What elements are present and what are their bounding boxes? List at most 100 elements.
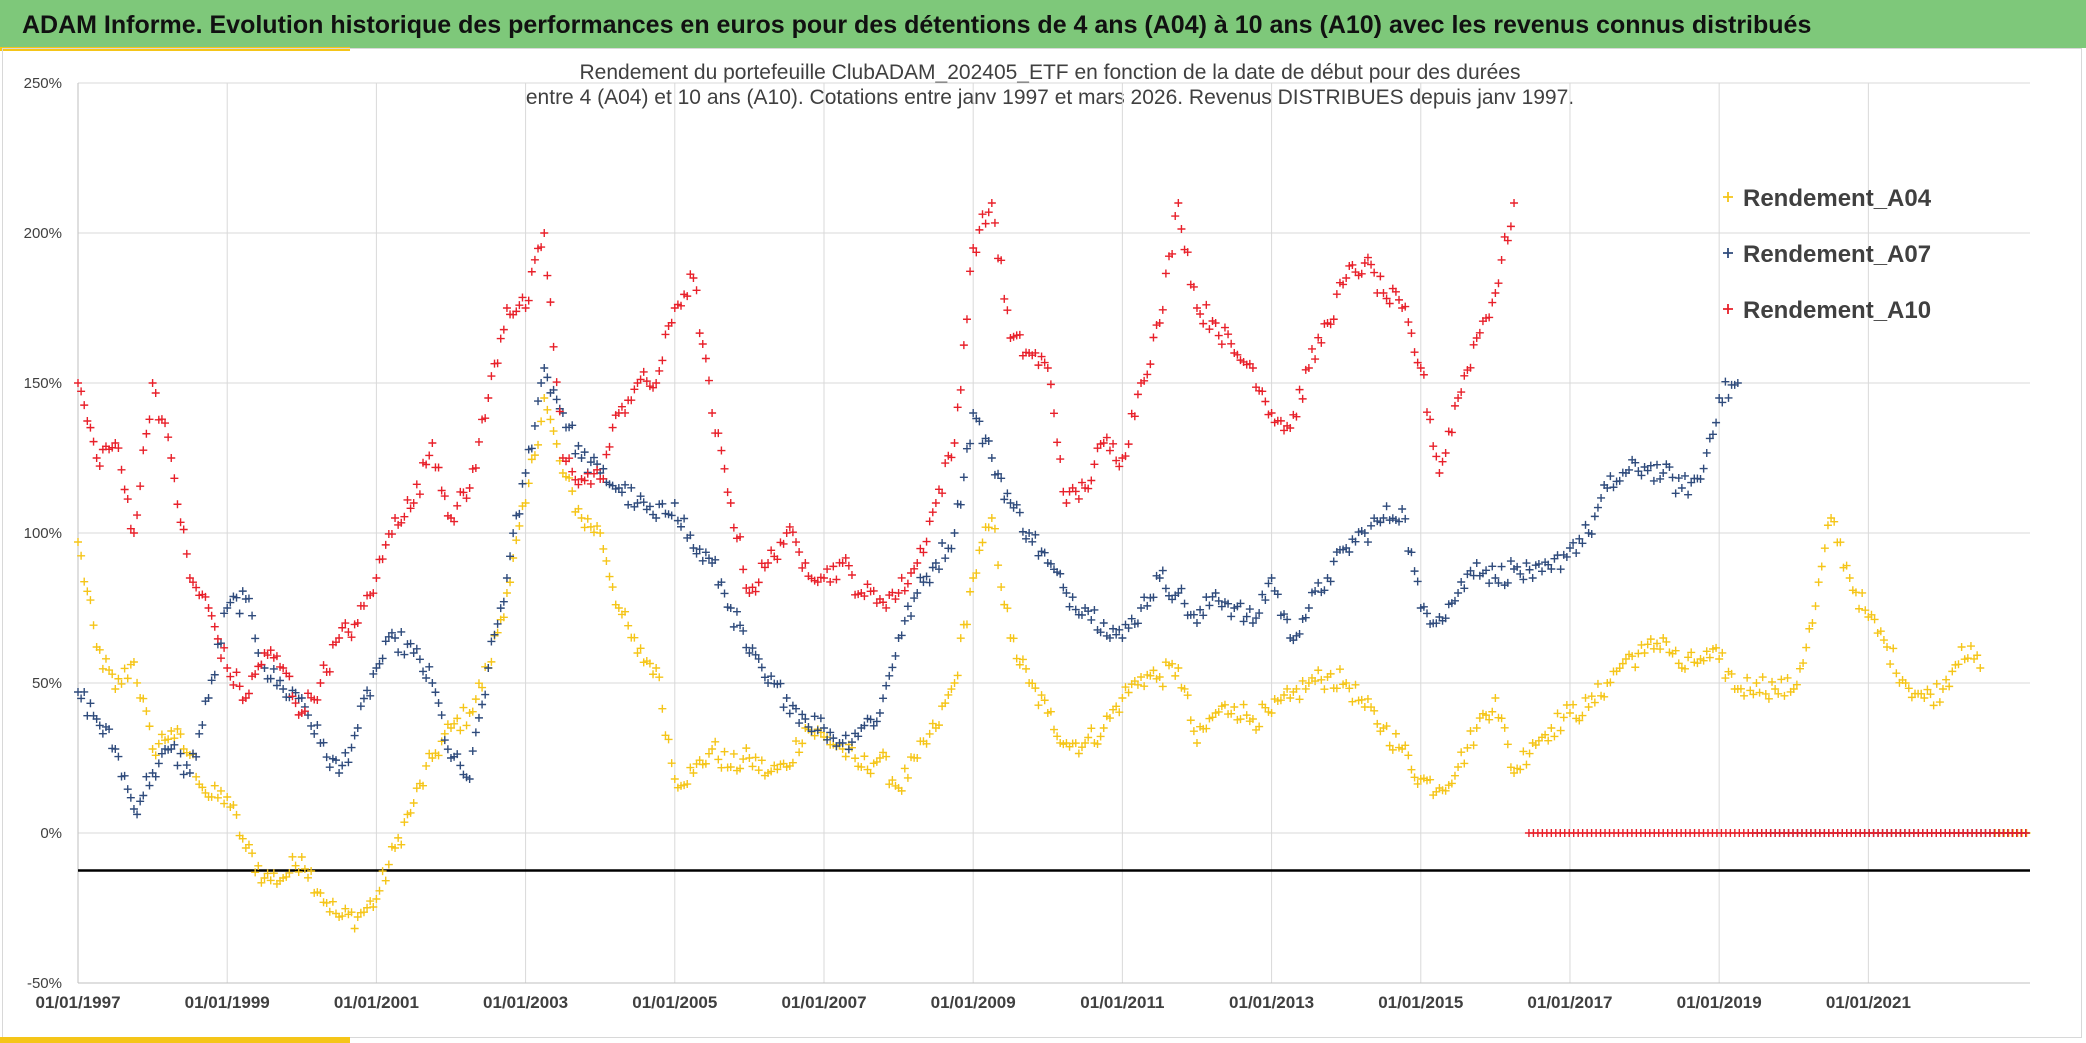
data-point xyxy=(686,531,695,540)
data-point xyxy=(434,463,443,472)
data-point xyxy=(863,580,872,589)
data-point xyxy=(1283,615,1292,624)
data-point xyxy=(1575,534,1584,543)
data-point xyxy=(173,761,182,770)
data-point xyxy=(723,488,732,497)
data-point xyxy=(1239,617,1248,626)
data-point xyxy=(353,724,362,732)
data-point xyxy=(220,799,229,808)
data-point xyxy=(291,699,300,708)
data-point xyxy=(894,589,903,597)
data-point xyxy=(1009,634,1018,643)
data-point xyxy=(1307,344,1316,353)
data-point xyxy=(123,674,132,683)
data-point xyxy=(1593,679,1602,688)
data-point xyxy=(1426,775,1435,784)
data-point xyxy=(1562,552,1571,561)
data-point xyxy=(649,383,658,392)
data-point xyxy=(888,663,897,672)
data-point xyxy=(994,561,1003,570)
data-point xyxy=(804,722,813,731)
data-point xyxy=(145,722,154,731)
data-point xyxy=(369,902,378,911)
data-point xyxy=(387,530,396,539)
data-point xyxy=(1450,596,1459,605)
data-point xyxy=(1071,739,1080,748)
data-point xyxy=(1634,467,1643,476)
data-point xyxy=(701,354,710,363)
data-point xyxy=(151,389,160,398)
data-point xyxy=(633,499,642,507)
data-point xyxy=(316,679,325,687)
data-point xyxy=(931,559,940,567)
data-point xyxy=(1687,648,1696,657)
data-point xyxy=(207,792,216,801)
data-point xyxy=(1155,673,1164,681)
data-point xyxy=(204,604,213,612)
data-point xyxy=(83,417,92,426)
data-point xyxy=(1311,587,1320,596)
data-point xyxy=(527,444,536,453)
data-point xyxy=(745,589,754,597)
data-point xyxy=(1043,364,1052,372)
data-point xyxy=(1904,684,1913,693)
data-point xyxy=(108,670,117,679)
data-point xyxy=(440,736,449,745)
data-point xyxy=(1168,659,1177,668)
data-point xyxy=(1450,771,1459,780)
data-point xyxy=(1292,684,1301,693)
data-point xyxy=(1693,659,1702,668)
data-point xyxy=(1395,295,1404,304)
data-point xyxy=(139,694,148,703)
data-point xyxy=(1196,309,1205,318)
data-point xyxy=(1140,376,1149,385)
data-point xyxy=(941,459,950,468)
data-point xyxy=(126,793,135,802)
x-tick-label: 01/01/2013 xyxy=(1229,993,1314,1012)
data-point xyxy=(751,587,760,596)
data-point xyxy=(798,563,807,572)
data-point xyxy=(1454,589,1463,597)
data-point xyxy=(1006,499,1015,507)
data-point xyxy=(1046,380,1055,389)
data-point xyxy=(1015,660,1024,669)
data-point xyxy=(1090,605,1099,614)
data-point xyxy=(969,574,978,582)
data-point xyxy=(468,747,477,756)
data-point xyxy=(934,565,943,574)
y-tick-label: 50% xyxy=(32,675,62,692)
data-point xyxy=(1892,669,1901,678)
data-point xyxy=(359,908,368,917)
data-point xyxy=(1196,605,1205,614)
data-point xyxy=(1503,740,1512,749)
data-point xyxy=(502,574,511,582)
data-point xyxy=(1556,565,1565,574)
data-point xyxy=(468,707,477,716)
data-point xyxy=(232,668,241,677)
data-point xyxy=(1059,583,1068,592)
data-point xyxy=(549,427,558,436)
data-point xyxy=(1590,512,1599,521)
data-point xyxy=(875,754,884,762)
data-point xyxy=(450,517,459,526)
data-point xyxy=(1149,666,1158,675)
data-point xyxy=(1040,696,1049,705)
data-point xyxy=(226,598,235,607)
data-point xyxy=(440,492,449,501)
y-tick-label: 100% xyxy=(24,525,62,542)
data-point xyxy=(565,454,574,463)
data-point xyxy=(1886,660,1895,669)
data-point xyxy=(1615,476,1624,485)
data-point xyxy=(1584,703,1593,711)
data-point xyxy=(689,769,698,777)
data-point xyxy=(1189,727,1198,736)
data-point xyxy=(1460,371,1469,380)
data-point xyxy=(714,755,723,764)
data-point xyxy=(885,780,894,789)
data-point xyxy=(624,500,633,509)
data-point xyxy=(369,669,378,678)
data-point xyxy=(1671,489,1680,498)
data-point xyxy=(869,721,878,730)
data-point xyxy=(300,864,309,873)
data-point xyxy=(1345,684,1354,693)
